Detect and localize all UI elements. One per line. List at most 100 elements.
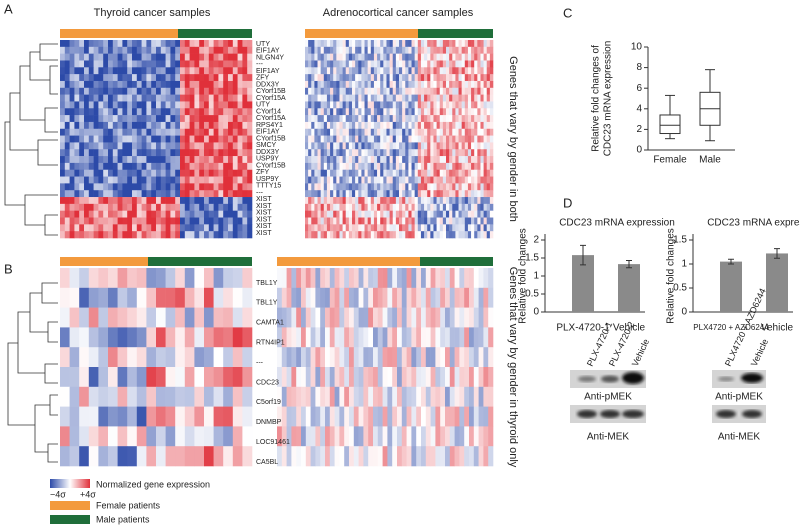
heatmap-cell [377,121,381,130]
heatmap-cell [242,386,253,407]
heatmap-cell [175,142,181,150]
heatmap-cell [98,67,104,75]
heatmap-cell [308,115,312,123]
heatmap-cell [373,40,378,48]
heatmap-cell [464,142,469,150]
heatmap-cell [446,74,450,82]
heatmap-cell [478,287,484,308]
heatmap-cell [414,149,419,157]
heatmap-cell [84,197,90,205]
heatmap-cell [160,94,166,102]
heatmap-cell [314,156,318,164]
heatmap-cell [141,115,147,123]
heatmap-cell [417,46,422,54]
heatmap-cell [382,386,388,407]
heatmap-cell [425,307,431,328]
heatmap-cell [112,156,118,164]
heatmap-cell [315,446,321,467]
heatmap-cell [108,67,114,75]
heatmap-cell [445,406,451,427]
heatmap-cell [361,60,365,68]
heatmap-cell [452,60,456,68]
heatmap-cell [430,203,434,211]
heatmap-cell [127,426,138,447]
blot-label: Anti-pMEK [584,392,632,403]
heatmap-cell [389,46,394,54]
heatmap-cell [373,60,378,68]
heatmap-cell [417,80,422,89]
heatmap-cell [180,156,186,164]
heatmap-cell [345,108,350,116]
heatmap-cell [395,108,400,116]
heatmap-cell [455,183,459,191]
heatmap-cell [156,101,162,109]
heatmap-cell [325,347,331,368]
heatmap-cell [464,53,469,61]
heatmap-cell [223,53,229,61]
heatmap-cell [228,203,234,211]
heatmap-cell [132,169,138,177]
heatmap-cell [355,121,359,130]
heatmap-cell [435,347,441,368]
heatmap-cell [156,307,166,328]
heatmap-cell [363,268,369,289]
heatmap-cell [382,367,388,388]
heatmap-cell [469,327,475,348]
heatmap-cell [64,135,70,143]
panel-label: B [4,261,13,276]
heatmap-cell [228,183,234,191]
heatmap-cell [242,74,248,82]
heatmap-cell [399,53,403,61]
heatmap-cell [314,87,318,95]
heatmap-cell [373,210,378,218]
heatmap-cell [489,142,494,150]
heatmap-cell [189,60,195,68]
heatmap-cell [446,217,450,225]
heatmap-cell [420,60,425,68]
heatmap-cell [160,156,166,164]
side-label: Genes that vary by gender in thyroid onl… [507,267,519,468]
heatmap-cell [367,190,372,198]
heatmap-cell [136,128,142,136]
heatmap-cell [88,224,94,232]
heatmap-cell [452,176,456,184]
heatmap-cell [308,108,312,116]
heatmap-cell [480,156,484,164]
heatmap-cell [310,426,316,447]
heatmap-cell [348,190,353,198]
heatmap-cell [467,217,472,225]
heatmap-cell [446,169,450,177]
heatmap-cell [339,94,343,102]
heatmap-title: Adrenocortical cancer samples [323,7,474,19]
heatmap-cell [189,74,195,82]
heatmap-cell [325,287,331,308]
heatmap-cell [455,156,459,164]
heatmap-cell [430,169,434,177]
heatmap-cell [421,426,427,447]
heatmap-cell [473,406,479,427]
heatmap-cell [461,87,466,95]
heatmap-cell [127,149,133,157]
heatmap-cell [386,156,390,164]
heatmap-cell [98,108,104,116]
heatmap-cell [151,231,157,239]
heatmap-cell [424,101,428,109]
heatmap-cell [461,128,466,136]
heatmap-cell [373,101,378,109]
heatmap-cell [320,406,326,427]
heatmap-cell [175,287,186,308]
heatmap-cell [433,60,437,68]
heatmap-cell [370,94,375,102]
heatmap-cell [436,169,441,177]
gene-label: RTN4IP1 [256,340,285,347]
heatmap-cell [141,135,147,143]
heatmap-cell [98,156,104,164]
heatmap-cell [320,121,325,130]
heatmap-cell [445,307,451,328]
heatmap-cell [98,386,109,407]
heatmap-cell [199,149,205,157]
x-tick-label: Male [699,155,721,166]
heatmap-cell [170,156,176,164]
heatmap-cell [442,115,447,123]
heatmap-cell [180,121,186,130]
